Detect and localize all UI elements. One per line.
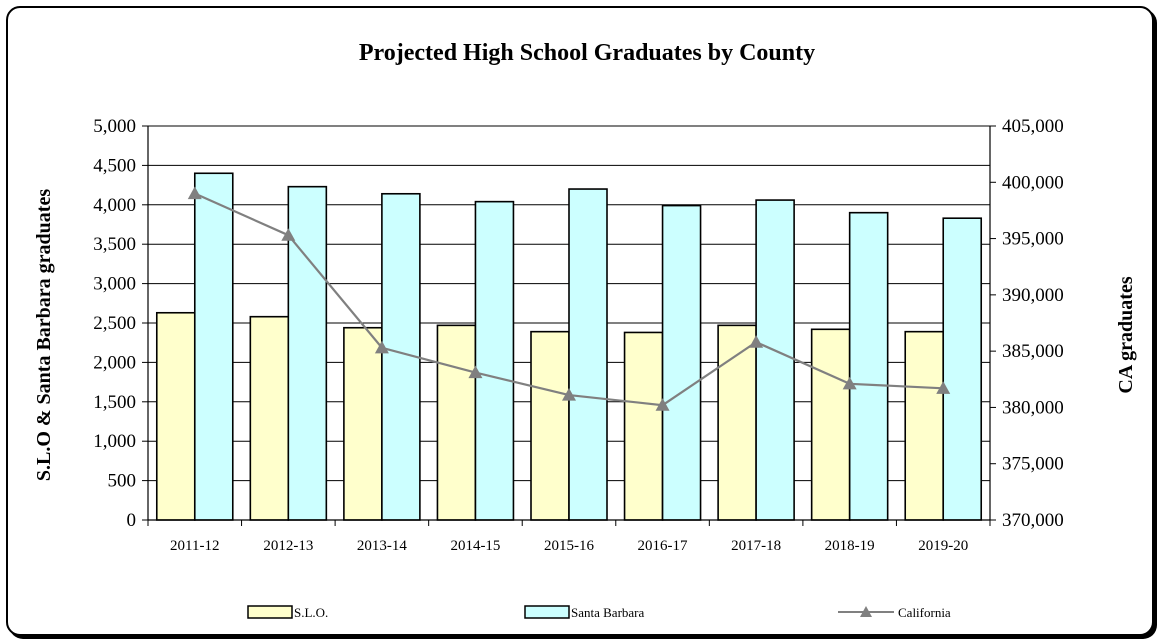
x-tick-label: 2011-12 <box>170 538 219 554</box>
y-left-tick-label: 500 <box>108 471 137 492</box>
y-right-tick-label: 390,000 <box>1002 285 1064 306</box>
bars <box>155 172 983 521</box>
x-tick-label: 2015-16 <box>544 538 594 554</box>
bar-s-l-o-2011-12 <box>155 311 196 521</box>
x-axis-ticks: 2011-12 2012-13 2013-14 2014-15 2015-16 2016-… <box>147 520 991 554</box>
california-point-2019-20 <box>936 381 951 394</box>
y-right-tick-label: 375,000 <box>1002 454 1064 475</box>
bar-santa-barbara-2012-13 <box>287 185 328 521</box>
y-left-tick-label: 5,000 <box>93 116 136 137</box>
bar-s-l-o-2013-14 <box>343 326 383 521</box>
y-axis-right-label: CA graduates <box>1115 276 1137 393</box>
legend-swatch <box>524 605 570 619</box>
california-point-2011-12 <box>187 186 202 200</box>
y-left-tick-label: 2,000 <box>93 352 136 373</box>
california-point-2015-16 <box>562 388 576 401</box>
chart-title: Projected High School Graduates by Count… <box>359 40 815 66</box>
legend-marker <box>860 606 872 617</box>
x-tick-label: 2012-13 <box>263 538 313 554</box>
y-right-tick-label: 380,000 <box>1002 397 1064 418</box>
bar-s-l-o-2015-16 <box>530 330 570 521</box>
y-left-tick-label: 1,000 <box>93 431 136 452</box>
x-tick-label: 2019-20 <box>918 538 968 554</box>
bar-santa-barbara-2016-17 <box>661 204 702 521</box>
bar-s-l-o-2016-17 <box>623 331 664 521</box>
legend: S.L.O. Santa Barbara California <box>247 605 951 620</box>
legend-swatch <box>247 605 293 619</box>
legend-item-santa-barbara: Santa Barbara <box>524 605 645 620</box>
y-left-tick-label: 4,000 <box>93 195 136 216</box>
y-left-tick-label: 3,000 <box>93 274 136 295</box>
bar-santa-barbara-2018-19 <box>848 211 889 521</box>
bar-santa-barbara-2019-20 <box>942 217 983 521</box>
x-tick-label: 2018-19 <box>825 538 875 554</box>
bar-santa-barbara-2015-16 <box>568 188 608 521</box>
y-left-tick-label: 0 <box>127 510 137 531</box>
y-right-tick-label: 405,000 <box>1002 116 1064 137</box>
legend-label: Santa Barbara <box>571 605 645 620</box>
california-point-2018-19 <box>842 376 857 390</box>
bar-s-l-o-2018-19 <box>810 328 851 521</box>
legend-item-s-l-o: S.L.O. <box>247 605 328 620</box>
y-left-tick-label: 2,500 <box>93 313 136 334</box>
x-tick-label: 2017-18 <box>731 538 781 554</box>
x-tick-label: 2013-14 <box>357 538 407 554</box>
y-axis-left-label: S.L.O & Santa Barbara graduates <box>33 189 55 481</box>
x-tick-label: 2014-15 <box>450 538 500 554</box>
bar-s-l-o-2012-13 <box>249 315 290 521</box>
bar-s-l-o-2017-18 <box>717 324 757 521</box>
bar-santa-barbara-2017-18 <box>755 199 795 521</box>
california-point-2016-17 <box>655 398 670 411</box>
legend-label: S.L.O. <box>294 605 328 620</box>
bar-s-l-o-2014-15 <box>436 324 477 521</box>
y-axis-left-ticks: 0 500 1,000 1,500 2,000 2,500 3,000 3,500 4,000 4… <box>93 116 148 531</box>
california-point-2014-15 <box>468 365 483 379</box>
y-left-tick-label: 3,500 <box>93 234 136 255</box>
y-left-tick-label: 4,500 <box>93 155 136 176</box>
legend-label: California <box>898 605 951 620</box>
x-tick-label: 2016-17 <box>638 538 688 554</box>
y-left-tick-label: 1,500 <box>93 392 136 413</box>
bar-santa-barbara-2014-15 <box>474 200 515 521</box>
y-right-tick-label: 370,000 <box>1002 510 1064 531</box>
y-right-tick-label: 400,000 <box>1002 172 1064 193</box>
bar-santa-barbara-2011-12 <box>193 172 234 521</box>
y-axis-right-ticks: 370,000 375,000 380,000 385,000 390,000 395,0… <box>990 116 1064 531</box>
california-point-2013-14 <box>374 340 389 354</box>
california-point-2012-13 <box>281 228 296 241</box>
legend-item-california: California <box>838 605 951 620</box>
california-point-2017-18 <box>749 335 764 348</box>
y-right-tick-label: 395,000 <box>1002 229 1064 250</box>
y-right-tick-label: 385,000 <box>1002 341 1064 362</box>
california-line <box>187 186 951 411</box>
bar-s-l-o-2019-20 <box>904 330 945 521</box>
